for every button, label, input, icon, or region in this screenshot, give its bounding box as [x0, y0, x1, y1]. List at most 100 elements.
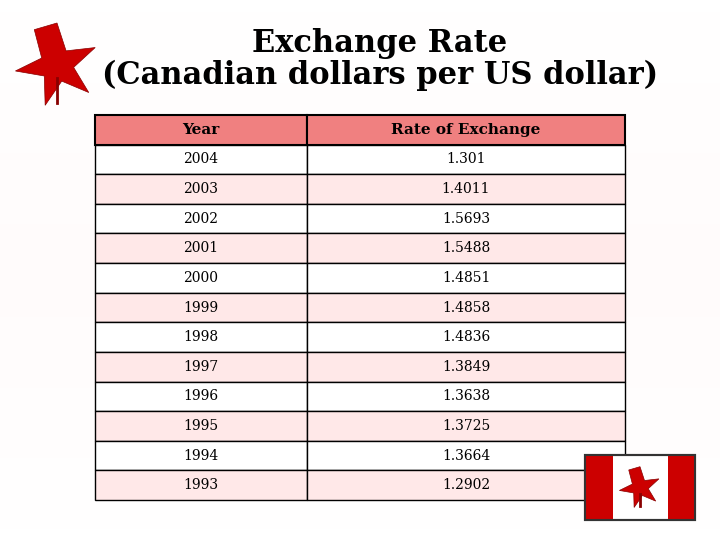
Bar: [0, 160, 720, 161]
Bar: [0, 50, 720, 51]
Bar: [0, 229, 720, 230]
Bar: [0, 161, 720, 162]
Bar: [0, 498, 720, 499]
Bar: [307, 263, 625, 293]
Bar: [0, 369, 720, 370]
Bar: [0, 392, 720, 393]
Bar: [0, 303, 720, 304]
Bar: [0, 175, 720, 176]
Bar: [0, 69, 720, 70]
Bar: [0, 199, 720, 200]
Bar: [0, 210, 720, 211]
Bar: [0, 396, 720, 397]
Bar: [0, 122, 720, 123]
Bar: [0, 87, 720, 88]
Bar: [0, 292, 720, 293]
Bar: [0, 46, 720, 47]
Bar: [0, 432, 720, 433]
Bar: [307, 293, 625, 322]
Bar: [0, 230, 720, 231]
Bar: [0, 89, 720, 90]
Bar: [0, 264, 720, 265]
Bar: [0, 268, 720, 269]
Bar: [0, 414, 720, 415]
Bar: [0, 506, 720, 507]
Bar: [0, 322, 720, 323]
Bar: [0, 4, 720, 5]
Bar: [0, 79, 720, 80]
Bar: [0, 510, 720, 511]
Bar: [0, 368, 720, 369]
Bar: [0, 184, 720, 185]
Bar: [0, 258, 720, 259]
Bar: [0, 14, 720, 15]
Bar: [0, 494, 720, 495]
Bar: [0, 486, 720, 487]
Text: 1.3664: 1.3664: [442, 449, 490, 463]
Bar: [0, 54, 720, 55]
Bar: [307, 470, 625, 500]
Bar: [95, 233, 307, 263]
Bar: [0, 247, 720, 248]
Bar: [0, 131, 720, 132]
Bar: [0, 77, 720, 78]
Text: 1.5488: 1.5488: [442, 241, 490, 255]
Bar: [0, 344, 720, 345]
Bar: [0, 22, 720, 23]
Bar: [0, 357, 720, 358]
Bar: [307, 145, 625, 174]
Bar: [0, 489, 720, 490]
Bar: [0, 275, 720, 276]
Bar: [0, 140, 720, 141]
Bar: [0, 285, 720, 286]
Bar: [0, 451, 720, 452]
Bar: [0, 233, 720, 234]
Bar: [0, 191, 720, 192]
Bar: [0, 197, 720, 198]
Bar: [0, 446, 720, 447]
Text: 2004: 2004: [184, 152, 219, 166]
Bar: [0, 310, 720, 311]
Bar: [0, 17, 720, 18]
Bar: [0, 518, 720, 519]
Bar: [0, 7, 720, 8]
Bar: [0, 178, 720, 179]
Bar: [0, 177, 720, 178]
Bar: [95, 115, 307, 145]
Text: Exchange Rate: Exchange Rate: [253, 28, 508, 59]
Bar: [0, 394, 720, 395]
Bar: [0, 82, 720, 83]
Bar: [0, 176, 720, 177]
Bar: [0, 430, 720, 431]
Bar: [0, 325, 720, 326]
Bar: [0, 251, 720, 252]
Bar: [0, 156, 720, 157]
Bar: [0, 316, 720, 317]
Bar: [0, 481, 720, 482]
Bar: [0, 260, 720, 261]
Bar: [0, 49, 720, 50]
Bar: [0, 113, 720, 114]
Bar: [307, 352, 625, 382]
Bar: [0, 148, 720, 149]
Bar: [0, 56, 720, 57]
Bar: [0, 477, 720, 478]
Bar: [0, 152, 720, 153]
Bar: [0, 141, 720, 142]
Bar: [0, 378, 720, 379]
Text: 1999: 1999: [184, 300, 219, 314]
Bar: [0, 147, 720, 148]
Bar: [0, 411, 720, 412]
Bar: [0, 155, 720, 156]
Bar: [0, 296, 720, 297]
Bar: [0, 226, 720, 227]
Bar: [0, 346, 720, 347]
Bar: [0, 330, 720, 331]
Bar: [0, 493, 720, 494]
Bar: [0, 149, 720, 150]
Bar: [0, 261, 720, 262]
Bar: [0, 379, 720, 380]
Bar: [0, 460, 720, 461]
Bar: [0, 524, 720, 525]
Bar: [0, 480, 720, 481]
